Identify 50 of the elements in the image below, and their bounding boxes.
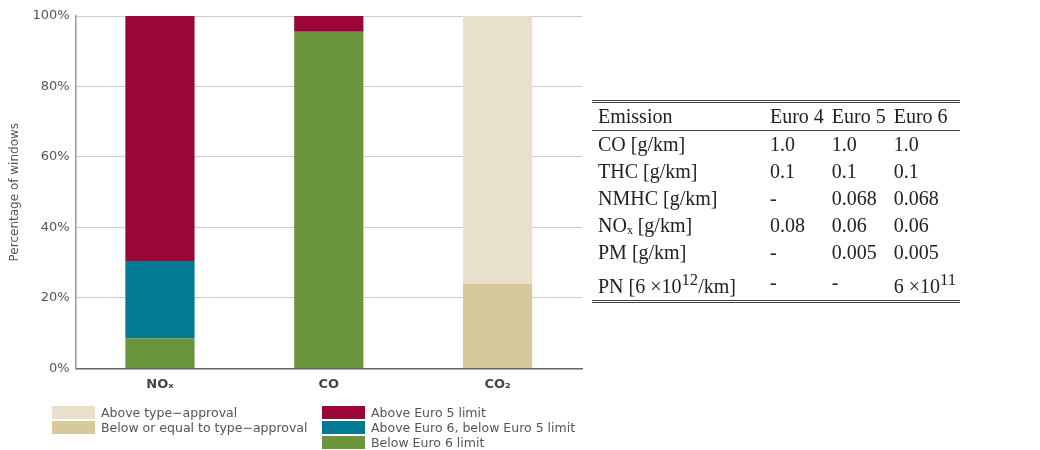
y-tick-label: 20% — [40, 289, 70, 305]
bar — [125, 16, 195, 261]
y-axis-title: Percentage of windows — [7, 122, 22, 262]
bar — [294, 31, 364, 368]
text: 1.0 — [892, 132, 920, 157]
text: 0.068 — [892, 186, 940, 211]
legend-label: Above type−approval — [101, 405, 238, 420]
text: PM [g/km] — [597, 240, 688, 266]
text: - — [768, 270, 778, 296]
bar — [462, 16, 533, 284]
text: NMHC [g/km] — [597, 186, 719, 212]
y-tick-label: 80% — [40, 77, 70, 93]
text: PN [6 ×10$^{12}$/km] — [597, 269, 737, 299]
text: NOₓ [g/km] — [597, 213, 694, 239]
text: 6 ×10$^{11}$ — [892, 269, 958, 299]
text: 0.005 — [892, 240, 940, 265]
text: 0.005 — [830, 240, 878, 265]
text: 0.1 — [892, 159, 920, 184]
text: Euro 5 — [827, 101, 890, 131]
bar — [462, 283, 533, 368]
text: CO [g/km] — [597, 132, 687, 158]
text: - — [830, 270, 840, 296]
x-tick-label: CO — [318, 375, 340, 391]
text: 0.06 — [830, 213, 868, 238]
y-tick-label: 0% — [48, 359, 70, 375]
x-tick-label: CO₂ — [484, 375, 511, 391]
text: 1.0 — [768, 132, 796, 157]
text: THC [g/km] — [597, 159, 699, 185]
text: Emission — [592, 101, 766, 131]
text: 0.06 — [892, 213, 930, 238]
legend-label: Below Euro 6 limit — [371, 435, 485, 450]
text: - — [768, 240, 778, 265]
legend-label: Above Euro 6, below Euro 5 limit — [371, 420, 576, 435]
y-tick-label: 60% — [40, 148, 70, 164]
legend-label: Below or equal to type−approval — [101, 420, 308, 435]
y-tick-label: 100% — [32, 7, 70, 23]
text: - — [768, 186, 778, 211]
text: 0.1 — [768, 159, 796, 184]
legend-label: Above Euro 5 limit — [371, 405, 486, 420]
y-tick-label: 40% — [40, 218, 70, 234]
text: Euro 6 — [889, 101, 961, 131]
text: 0.068 — [830, 186, 878, 211]
x-tick-label: NOₓ — [146, 375, 175, 391]
bar — [125, 338, 195, 368]
text: 0.1 — [830, 159, 858, 184]
bar — [125, 260, 195, 339]
bar — [294, 16, 364, 32]
text: 0.08 — [768, 213, 806, 238]
text: Euro 4 — [765, 101, 828, 131]
text: 1.0 — [830, 132, 858, 157]
